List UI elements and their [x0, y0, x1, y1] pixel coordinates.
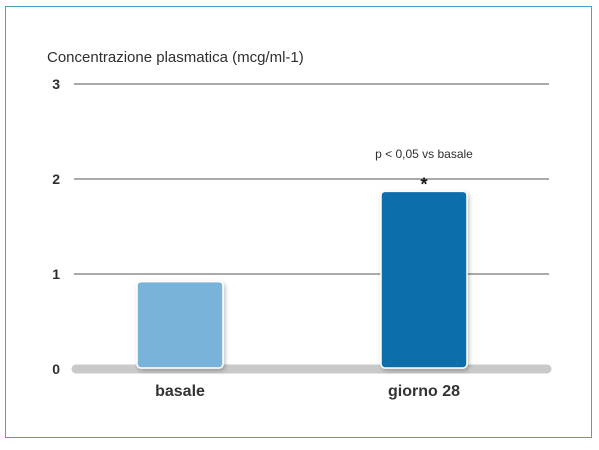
y-tick-labels: 0 1 2 3 [52, 76, 60, 377]
category-label-1: giorno 28 [388, 383, 460, 400]
category-label-0: basale [155, 383, 205, 400]
y-tick-label-3: 3 [52, 76, 60, 92]
y-tick-label-1: 1 [52, 266, 60, 282]
annotations: * p < 0,05 vs basale [375, 147, 473, 194]
category-labels: basale giorno 28 [155, 383, 460, 400]
significance-marker: * [420, 174, 427, 194]
bars [136, 190, 468, 369]
grid-lines [74, 83, 549, 275]
bar-basale [136, 280, 224, 369]
y-tick-label-2: 2 [52, 171, 60, 187]
y-axis-label: Concentrazione plasmatica (mcg/ml-1) [47, 49, 304, 66]
bar-giorno-28 [380, 190, 468, 369]
significance-annotation: p < 0,05 vs basale [375, 147, 473, 161]
y-tick-label-0: 0 [52, 361, 60, 377]
